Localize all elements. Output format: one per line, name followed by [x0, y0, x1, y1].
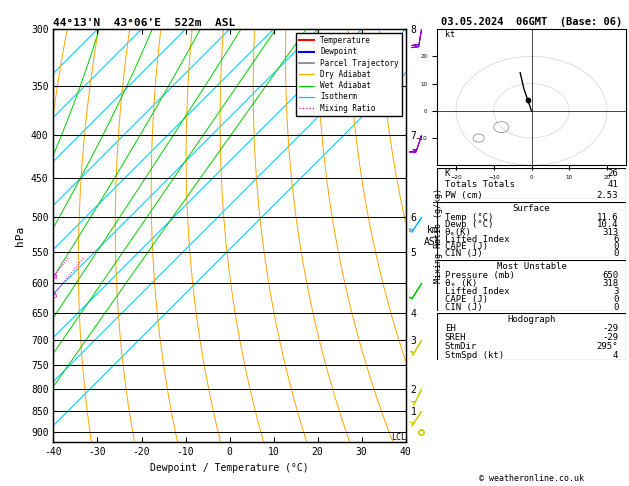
- Text: 41: 41: [608, 180, 618, 189]
- Text: Temp (°C): Temp (°C): [445, 213, 493, 222]
- Text: θₑ(K): θₑ(K): [445, 227, 472, 237]
- Text: 44°13'N  43°06'E  522m  ASL: 44°13'N 43°06'E 522m ASL: [53, 18, 236, 28]
- Text: Lifted Index: Lifted Index: [445, 235, 509, 244]
- Text: 2.53: 2.53: [597, 191, 618, 200]
- Text: CIN (J): CIN (J): [445, 249, 482, 259]
- Text: StmSpd (kt): StmSpd (kt): [445, 350, 504, 360]
- Text: CAPE (J): CAPE (J): [445, 242, 487, 251]
- Text: 318: 318: [602, 278, 618, 288]
- Text: 11.6: 11.6: [597, 213, 618, 222]
- Text: kt: kt: [445, 30, 455, 39]
- Y-axis label: hPa: hPa: [16, 226, 25, 246]
- Text: 03.05.2024  06GMT  (Base: 06): 03.05.2024 06GMT (Base: 06): [441, 17, 622, 27]
- Legend: Temperature, Dewpoint, Parcel Trajectory, Dry Adiabat, Wet Adiabat, Isotherm, Mi: Temperature, Dewpoint, Parcel Trajectory…: [296, 33, 402, 116]
- X-axis label: Dewpoint / Temperature (°C): Dewpoint / Temperature (°C): [150, 463, 309, 473]
- Text: 26: 26: [608, 170, 618, 178]
- Text: Pressure (mb): Pressure (mb): [445, 271, 515, 280]
- Text: 0: 0: [613, 249, 618, 259]
- Text: Totals Totals: Totals Totals: [445, 180, 515, 189]
- Text: 20: 20: [50, 274, 58, 280]
- Text: Surface: Surface: [513, 204, 550, 213]
- Text: 25: 25: [50, 293, 58, 299]
- Text: 0: 0: [613, 295, 618, 304]
- Text: 0: 0: [613, 303, 618, 312]
- Text: 6: 6: [613, 235, 618, 244]
- Text: Lifted Index: Lifted Index: [445, 287, 509, 295]
- Text: Dewp (°C): Dewp (°C): [445, 220, 493, 229]
- Text: 0: 0: [613, 242, 618, 251]
- Text: Hodograph: Hodograph: [508, 314, 555, 324]
- Text: -29: -29: [602, 332, 618, 342]
- Y-axis label: km
ASL: km ASL: [425, 225, 442, 246]
- Text: StmDir: StmDir: [445, 342, 477, 350]
- Text: LCL: LCL: [391, 434, 406, 442]
- Text: Mixing Ratio (g/kg): Mixing Ratio (g/kg): [434, 188, 443, 283]
- Text: -29: -29: [602, 324, 618, 332]
- Text: CAPE (J): CAPE (J): [445, 295, 487, 304]
- Point: [523, 96, 533, 104]
- Text: SREH: SREH: [445, 332, 466, 342]
- Text: θₑ (K): θₑ (K): [445, 278, 477, 288]
- Text: K: K: [445, 170, 450, 178]
- Text: 313: 313: [602, 227, 618, 237]
- Text: 650: 650: [602, 271, 618, 280]
- Text: PW (cm): PW (cm): [445, 191, 482, 200]
- Text: 10.4: 10.4: [597, 220, 618, 229]
- Text: CIN (J): CIN (J): [445, 303, 482, 312]
- Text: 295°: 295°: [597, 342, 618, 350]
- Text: Most Unstable: Most Unstable: [496, 261, 567, 271]
- Text: 4: 4: [613, 350, 618, 360]
- Text: © weatheronline.co.uk: © weatheronline.co.uk: [479, 474, 584, 483]
- Text: 3: 3: [613, 287, 618, 295]
- Text: EH: EH: [445, 324, 455, 332]
